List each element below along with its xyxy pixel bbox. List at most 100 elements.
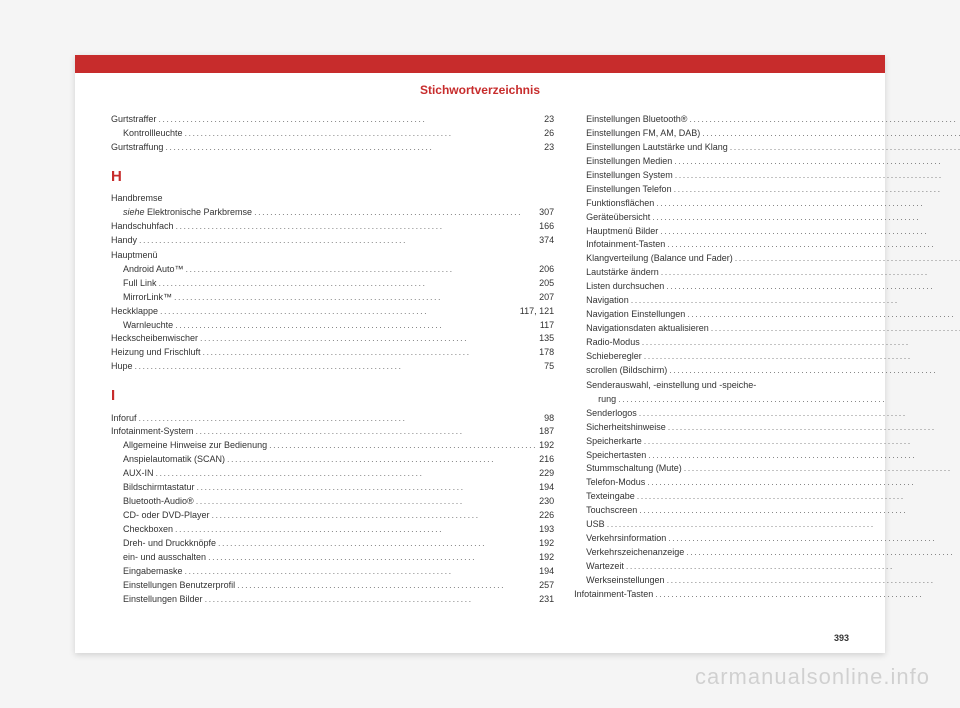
index-entry: Gurtstraffung23 bbox=[111, 141, 554, 155]
index-entry-label: Listen durchsuchen bbox=[586, 280, 664, 294]
index-entry: Speicherkarte227 bbox=[574, 435, 960, 449]
index-entry: Radio-Modus210 bbox=[574, 336, 960, 350]
index-entry-page: 166 bbox=[539, 220, 554, 234]
index-entry-label: rung bbox=[598, 393, 616, 407]
index-entry-page: 194 bbox=[539, 565, 554, 579]
index-entry-label: Navigation bbox=[586, 294, 629, 308]
index-entry: Gurtstraffer23 bbox=[111, 113, 554, 127]
index-entry: Einstellungen Medien231 bbox=[574, 155, 960, 169]
index-entry-label: Handy bbox=[111, 234, 137, 248]
index-entry: Lautstärke ändern192 bbox=[574, 266, 960, 280]
index-entry-label: AUX-IN bbox=[123, 467, 154, 481]
index-entry-page: 257 bbox=[539, 579, 554, 593]
index-entry-label: Checkboxen bbox=[123, 523, 173, 537]
index-entry-label: Dreh- und Druckknöpfe bbox=[123, 537, 216, 551]
index-entry-label: Heizung und Frischluft bbox=[111, 346, 201, 360]
index-entry: Sicherheitshinweise187 bbox=[574, 421, 960, 435]
index-entry-label: Infotainment-Tasten bbox=[574, 588, 653, 602]
index-entry: Verkehrszeichenanzeige241 bbox=[574, 546, 960, 560]
index-entry-label: Inforuf bbox=[111, 412, 137, 426]
index-entry: Navigation Einstellungen242 bbox=[574, 308, 960, 322]
index-entry-label: Texteingabe bbox=[586, 490, 635, 504]
index-entry-label: Navigationsdaten aktualisieren bbox=[586, 322, 709, 336]
index-entry-label: USB bbox=[586, 518, 605, 532]
index-entry-label: Verkehrsinformation bbox=[586, 532, 666, 546]
index-entry-page: 194 bbox=[539, 481, 554, 495]
index-entry-label: Einstellungen Benutzerprofil bbox=[123, 579, 235, 593]
index-entry-page: 23 bbox=[544, 141, 554, 155]
index-entry: Werkseinstellungen196 bbox=[574, 574, 960, 588]
index-entry-page: 23 bbox=[544, 113, 554, 127]
index-entry: rung215 bbox=[574, 393, 960, 407]
index-entry: Handy374 bbox=[111, 234, 554, 248]
index-entry-label: Speichertasten bbox=[586, 449, 646, 463]
index-entry-label: Einstellungen FM, AM, DAB) bbox=[586, 127, 700, 141]
index-entry-label: Bildschirmtastatur bbox=[123, 481, 195, 495]
index-entry-label: Hupe bbox=[111, 360, 133, 374]
index-entry-label: Wartezeit bbox=[586, 560, 624, 574]
index-entry: Checkboxen 193 bbox=[111, 523, 554, 537]
index-entry: Eingabemaske 194 bbox=[111, 565, 554, 579]
index-entry-label: Anspielautomatik (SCAN) bbox=[123, 453, 225, 467]
index-entry: Hauptmenü Bilder230 bbox=[574, 225, 960, 239]
index-entry: Einstellungen Lautstärke und Klang197 bbox=[574, 141, 960, 155]
index-entry-page: 192 bbox=[539, 551, 554, 565]
index-entry-page: 193 bbox=[539, 523, 554, 537]
index-entry-label: Senderlogos bbox=[586, 407, 637, 421]
index-entry: Wartezeit192 bbox=[574, 560, 960, 574]
index-entry-page: 75 bbox=[544, 360, 554, 374]
index-entry: Listen durchsuchen194 bbox=[574, 280, 960, 294]
index-entry-label: Werkseinstellungen bbox=[586, 574, 664, 588]
index-entry: Dreh- und Druckknöpfe 192 bbox=[111, 537, 554, 551]
index-entry-page: 231 bbox=[539, 593, 554, 607]
index-entry-label: Allgemeine Hinweise zur Bedienung bbox=[123, 439, 267, 453]
index-entry-label: Infotainment-System bbox=[111, 425, 194, 439]
index-entry: Infotainment-System 187 bbox=[111, 425, 554, 439]
index-entry-page: 307 bbox=[539, 206, 554, 220]
index-entry-page: 187 bbox=[539, 425, 554, 439]
index-column: Gurtstraffer23Kontrollleuchte26Gurtstraf… bbox=[111, 113, 554, 613]
index-entry-label: Speicherkarte bbox=[586, 435, 642, 449]
watermark: carmanualsonline.info bbox=[695, 664, 930, 690]
page: Stichwortverzeichnis Gurtstraffer23Kontr… bbox=[75, 55, 885, 653]
index-entry-page: 26 bbox=[544, 127, 554, 141]
index-entry-page: 230 bbox=[539, 495, 554, 509]
index-entry-label: Einstellungen System bbox=[586, 169, 673, 183]
index-entry: Texteingabe194 bbox=[574, 490, 960, 504]
index-entry-label: Warnleuchte bbox=[123, 319, 173, 333]
index-entry: Heckklappe117, 121 bbox=[111, 305, 554, 319]
index-entry: Schieberegler194 bbox=[574, 350, 960, 364]
index-entry-label: Verkehrszeichenanzeige bbox=[586, 546, 684, 560]
index-entry-label: Schieberegler bbox=[586, 350, 642, 364]
index-entry-label: CD- oder DVD-Player bbox=[123, 509, 210, 523]
index-entry-label: MirrorLink™ bbox=[123, 291, 172, 305]
index-entry: Stummschaltung (Mute)192 bbox=[574, 462, 960, 476]
index-entry: Full Link205 bbox=[111, 277, 554, 291]
index-entry: Infotainment-Tasten192 bbox=[574, 238, 960, 252]
index-entry-label: Heckklappe bbox=[111, 305, 158, 319]
index-entry: Navigationsdaten aktualisieren232 bbox=[574, 322, 960, 336]
index-entry-label: Navigation Einstellungen bbox=[586, 308, 685, 322]
index-entry: AUX-IN229 bbox=[111, 467, 554, 481]
index-entry: siehe Elektronische Parkbremse 307 bbox=[111, 206, 554, 220]
index-entry: scrollen (Bildschirm)194 bbox=[574, 364, 960, 378]
index-heading: Senderauswahl, -einstellung und -speiche… bbox=[574, 379, 960, 393]
section-letter: I bbox=[111, 384, 554, 407]
index-entry: Anspielautomatik (SCAN)216 bbox=[111, 453, 554, 467]
index-entry: Geräteübersicht189, 190 bbox=[574, 211, 960, 225]
index-entry-page: 207 bbox=[539, 291, 554, 305]
index-entry-label: Einstellungen Medien bbox=[586, 155, 672, 169]
index-entry-label: Telefon-Modus bbox=[586, 476, 645, 490]
index-entry-label: Eingabemaske bbox=[123, 565, 183, 579]
index-entry: Handschuhfach166 bbox=[111, 220, 554, 234]
index-entry-label: Einstellungen Telefon bbox=[586, 183, 671, 197]
index-entry-page: 192 bbox=[539, 537, 554, 551]
index-entry-label: Sicherheitshinweise bbox=[586, 421, 666, 435]
index-entry: Navigation232 bbox=[574, 294, 960, 308]
index-entry-label: siehe Elektronische Parkbremse bbox=[123, 206, 252, 220]
index-entry: Bildschirmtastatur 194 bbox=[111, 481, 554, 495]
index-entry: MirrorLink™ 207 bbox=[111, 291, 554, 305]
index-entry-label: Radio-Modus bbox=[586, 336, 640, 350]
index-entry: Touchscreen193 bbox=[574, 504, 960, 518]
index-entry-page: 98 bbox=[544, 412, 554, 426]
